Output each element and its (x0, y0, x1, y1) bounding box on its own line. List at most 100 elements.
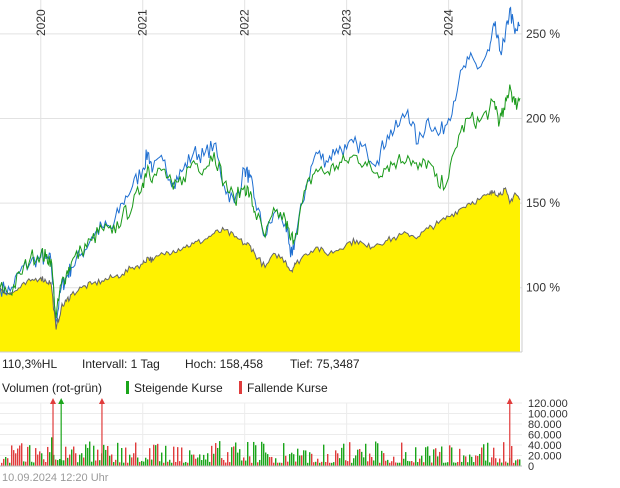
volume-bar (205, 459, 207, 466)
volume-bar (335, 450, 337, 466)
volume-bar (293, 454, 295, 466)
volume-bars (1, 437, 521, 466)
volume-bar (307, 462, 309, 466)
volume-bar (73, 446, 75, 466)
volume-bar (385, 460, 387, 466)
volume-bar (373, 460, 375, 466)
volume-bar (485, 460, 487, 466)
volume-bar (275, 458, 277, 466)
volume-bar (377, 443, 379, 466)
x-tick-label: 2022 (238, 9, 252, 36)
volume-bar (455, 462, 457, 466)
volume-bar (223, 459, 225, 466)
volume-bar (239, 449, 241, 466)
volume-bar (331, 462, 333, 466)
volume-bar (417, 462, 419, 466)
volume-bar (203, 454, 205, 466)
volume-bar (105, 449, 107, 466)
volume-bar (315, 461, 317, 466)
volume-bar (369, 453, 371, 466)
volume-bar (267, 454, 269, 466)
volume-bar (359, 448, 361, 466)
volume-bar (119, 462, 121, 466)
volume-bar (23, 461, 25, 466)
volume-bar (117, 442, 119, 466)
volume-bar (279, 462, 281, 466)
volume-bar (103, 444, 105, 466)
rising-legend-label: Steigende Kurse (134, 381, 223, 395)
volume-bar (47, 446, 49, 466)
volume-bar (517, 459, 519, 466)
volume-bar (77, 462, 79, 466)
volume-bar (41, 453, 43, 466)
volume-tick-label: 100.000 (528, 409, 568, 421)
volume-bar (503, 442, 505, 466)
volume-bar (311, 453, 313, 466)
volume-bar (75, 453, 77, 466)
interval-label: Intervall: 1 Tag (82, 357, 160, 371)
volume-bar (151, 459, 153, 466)
volume-bar (449, 445, 451, 466)
timestamp-footer: 10.09.2024 12:20 Uhr (2, 472, 109, 483)
volume-bar (7, 458, 9, 466)
volume-bar (273, 462, 275, 466)
volume-bar (9, 462, 11, 466)
volume-bar (299, 455, 301, 466)
volume-bar (25, 461, 27, 466)
volume-bar (53, 454, 55, 466)
volume-bar (433, 449, 435, 466)
volume-bar (465, 456, 467, 466)
volume-bar (57, 460, 59, 466)
volume-bar (165, 445, 167, 466)
volume-bar (149, 448, 151, 466)
volume-bar (237, 452, 239, 466)
volume-bar (5, 456, 7, 466)
falling-legend-swatch (239, 381, 242, 394)
volume-bar (269, 457, 271, 466)
volume-bar (453, 462, 455, 466)
volume-bar (251, 462, 253, 466)
volume-bar (491, 457, 493, 466)
x-tick-label: 2020 (34, 9, 48, 36)
volume-bar (221, 458, 223, 466)
volume-bar (461, 461, 463, 466)
y-tick-label: 150 % (526, 196, 560, 210)
volume-bar (459, 448, 461, 466)
volume-bar (281, 462, 283, 466)
high-label: Hoch: 158,458 (185, 357, 263, 371)
volume-title: Volumen (rot-grün) (2, 381, 102, 395)
volume-bar (29, 445, 31, 466)
volume-bar (501, 462, 503, 466)
volume-bar (325, 462, 327, 466)
volume-bar (111, 454, 113, 466)
volume-bar (375, 441, 377, 466)
volume-bar (145, 457, 147, 466)
volume-bar (39, 451, 41, 466)
volume-bar (511, 446, 513, 466)
volume-bar (463, 455, 465, 466)
volume-bar (67, 457, 69, 466)
volume-bar (423, 462, 425, 466)
x-tick-label: 2024 (442, 9, 456, 36)
volume-bar (51, 437, 53, 466)
volume-tick-label: 120.000 (528, 398, 568, 410)
volume-bar (337, 453, 339, 466)
volume-bar (457, 461, 459, 466)
volume-bar (497, 462, 499, 466)
volume-bar (387, 459, 389, 466)
low-label: Tief: 75,3487 (290, 357, 360, 371)
volume-bar (395, 462, 397, 466)
volume-bar (107, 445, 109, 466)
volume-tick-label: 0 (528, 461, 534, 473)
volume-bar (93, 445, 95, 466)
volume-bar (95, 460, 97, 466)
volume-bar (79, 454, 81, 466)
volume-bar (345, 460, 347, 466)
volume-bar (471, 456, 473, 466)
volume-bar (193, 454, 195, 466)
volume-bar (129, 454, 131, 466)
volume-bar (447, 462, 449, 466)
volume-bar (169, 459, 171, 466)
volume-bar (185, 461, 187, 466)
